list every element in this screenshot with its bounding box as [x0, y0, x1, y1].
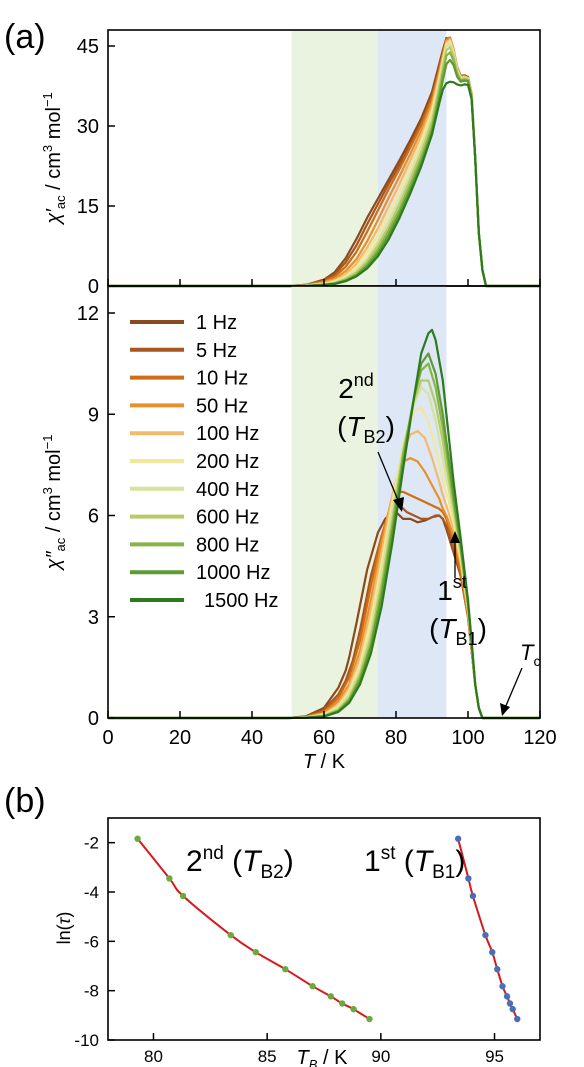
legend-label-100-hz: 100 Hz [196, 423, 259, 445]
point-tb2-1 [166, 875, 173, 882]
bot-xtick-label-80: 80 [144, 1047, 163, 1066]
point-tb2-5 [282, 966, 289, 973]
top-ytick-label-0: 0 [88, 276, 99, 298]
bot-xtick-label-95: 95 [485, 1047, 504, 1066]
point-tb2-6 [309, 983, 316, 990]
mid-xtick-label-20: 20 [169, 727, 191, 749]
panel-a-label: (a) [4, 18, 46, 56]
mid-xtick-label-120: 120 [523, 727, 556, 749]
point-tb1-9 [509, 1005, 516, 1013]
bot-ytick-label--2: -2 [84, 834, 99, 853]
top-ytick-label-45: 45 [77, 36, 99, 58]
point-tb2-3 [227, 931, 234, 939]
mid-ytick-label-6: 6 [88, 506, 99, 528]
mid-xtick-label-40: 40 [241, 727, 263, 749]
top-series-1500-hz [108, 80, 540, 288]
legend-label-600-hz: 600 Hz [196, 507, 259, 529]
ln-tau-panel: -2 -4 -6 -8 -10 80 85 90 95 ln(τ) TB / K 2nd (T… [54, 817, 541, 1067]
point-tb2-2 [179, 892, 187, 900]
bot-ytick-label--6: -6 [84, 932, 99, 951]
annotation-b-1st: 1st (TB1) [364, 843, 465, 883]
annotation-b-2nd: 2nd (TB2) [186, 843, 294, 883]
top-ytick-label-30: 30 [77, 116, 99, 138]
arrowhead-tb1 [450, 531, 460, 543]
top-band-0 [291, 30, 378, 286]
arrow-tc [504, 667, 523, 709]
point-tb1-5 [494, 966, 501, 973]
bot-xtick-label-90: 90 [371, 1047, 390, 1066]
x-axis-label-bottom: TB / K [297, 1047, 349, 1067]
legend-label-1-hz: 1 Hz [196, 312, 237, 334]
legend-label-200-hz: 200 Hz [196, 451, 259, 473]
arrowhead-tb2 [393, 497, 404, 512]
x-axis-label-top: T / K [303, 751, 346, 773]
point-tb2-8 [338, 1000, 346, 1007]
chi-prime-ylabel: χ′ac / cm3 mol−1 [40, 92, 68, 226]
point-tb1-8 [506, 1000, 514, 1007]
mid-xtick-label-100: 100 [451, 727, 484, 749]
point-tb1-6 [499, 983, 506, 990]
point-tb1-3 [482, 931, 489, 939]
point-tb1-10 [514, 1015, 521, 1023]
arrowhead-tc [500, 703, 510, 716]
bot-xtick-label-85: 85 [258, 1047, 277, 1066]
mid-xtick-label-60: 60 [313, 727, 335, 749]
point-tb1-2 [469, 892, 477, 900]
arrow-tb2 [377, 451, 401, 506]
chi-double-prime-ylabel: χ″ac / cm3 mol−1 [40, 435, 68, 572]
legend-label-5-hz: 5 Hz [196, 340, 237, 362]
legend-label-1500-hz: 1500 Hz [204, 590, 279, 612]
point-tb1-1 [465, 875, 472, 882]
annotation-tb2: (TB2) [337, 411, 395, 447]
point-tb1-7 [503, 993, 511, 1000]
mid-ytick-label-12: 12 [77, 303, 99, 325]
annotation-1st: 1st [437, 572, 467, 606]
mid-ytick-label-0: 0 [88, 708, 99, 730]
point-tb1-4 [489, 948, 496, 956]
point-tb1-0 [454, 835, 462, 842]
mid-series-1500-hz [108, 328, 540, 720]
annotation-tc: Tc [520, 640, 540, 669]
mid-ytick-label-3: 3 [88, 607, 99, 629]
legend-label-800-hz: 800 Hz [196, 534, 259, 556]
panel-b-label: (b) [4, 782, 46, 820]
legend-label-10-hz: 10 Hz [196, 368, 248, 390]
point-tb2-10 [366, 1015, 373, 1023]
point-tb2-9 [350, 1005, 357, 1013]
chi-prime-panel: 0 15 30 45 χ′ac / cm3 mol−1 [40, 29, 541, 298]
ln-tau-ylabel: ln(τ) [54, 912, 74, 945]
top-ytick-label-15: 15 [77, 196, 99, 218]
legend-label-1000-hz: 1000 Hz [196, 562, 271, 584]
mid-xtick-label-0: 0 [102, 727, 113, 749]
point-tb2-4 [252, 948, 259, 956]
bot-ytick-label--10: -10 [74, 1031, 99, 1050]
legend-label-50-hz: 50 Hz [196, 395, 248, 417]
point-tb2-0 [134, 835, 141, 842]
mid-band-1 [378, 286, 447, 718]
point-tb2-7 [327, 993, 335, 1000]
mid-ytick-label-9: 9 [88, 404, 99, 426]
bot-ytick-label--4: -4 [84, 883, 99, 902]
bot-ytick-label--8: -8 [84, 982, 99, 1001]
annotation-tb1: (TB1) [429, 613, 487, 649]
ln-tau-frame [107, 817, 541, 1041]
fit-line-tb1 [457, 838, 519, 1020]
annotation-2nd: 2nd [338, 370, 374, 404]
mid-xtick-label-80: 80 [385, 727, 407, 749]
legend-label-400-hz: 400 Hz [196, 479, 259, 501]
